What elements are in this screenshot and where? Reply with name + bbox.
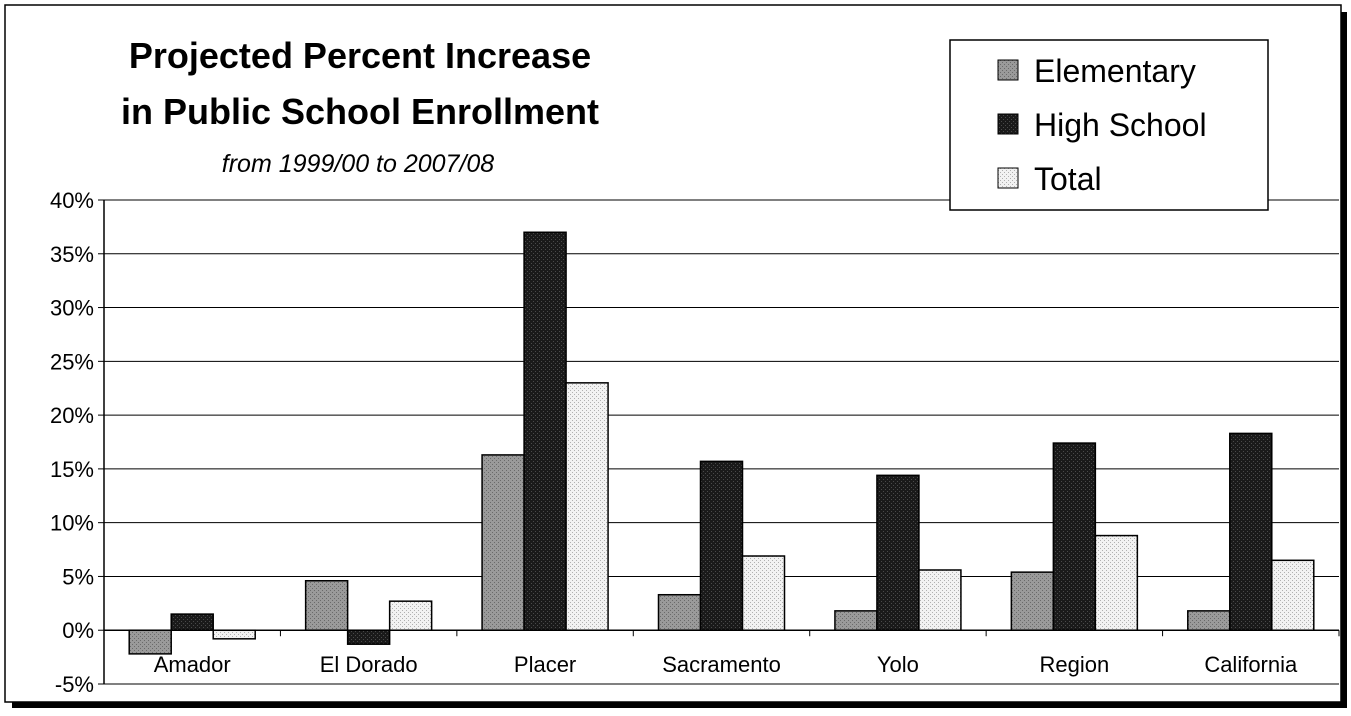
x-tick-label: Sacramento bbox=[662, 652, 781, 677]
x-tick-label: Yolo bbox=[877, 652, 919, 677]
bar bbox=[128, 629, 172, 655]
bar bbox=[834, 610, 878, 631]
bar bbox=[1229, 432, 1273, 631]
bar bbox=[170, 613, 214, 631]
y-tick-label: 20% bbox=[50, 403, 94, 428]
y-tick-label: 30% bbox=[50, 296, 94, 321]
y-tick-label: 15% bbox=[50, 457, 94, 482]
legend-swatch bbox=[997, 59, 1019, 81]
x-tick-label: Amador bbox=[154, 652, 231, 677]
bar bbox=[388, 600, 433, 631]
bar bbox=[481, 454, 525, 631]
bar bbox=[1271, 559, 1315, 631]
bar bbox=[565, 382, 609, 631]
bar bbox=[346, 629, 391, 645]
y-tick-label: -5% bbox=[55, 672, 94, 697]
x-tick-label: El Dorado bbox=[320, 652, 418, 677]
bar bbox=[304, 579, 349, 631]
bar bbox=[741, 555, 786, 631]
x-tick-label: California bbox=[1204, 652, 1298, 677]
axis-layer: -5% 0% 5% 10% 15% 20% 25% 30% 35% 40% Amador El Dor… bbox=[50, 188, 1340, 697]
chart-title-line-2: in Public School Enrollment bbox=[121, 91, 599, 132]
bar bbox=[1094, 534, 1139, 631]
legend: Elementary High School Total bbox=[949, 39, 1269, 211]
bars-layer bbox=[128, 231, 1315, 655]
legend-label: High School bbox=[1034, 107, 1207, 143]
legend-label: Elementary bbox=[1034, 53, 1196, 89]
y-tick-label: 25% bbox=[50, 349, 94, 374]
y-tick-label: 40% bbox=[50, 188, 94, 213]
bar bbox=[1010, 571, 1055, 631]
bar bbox=[212, 629, 256, 640]
bar bbox=[876, 474, 920, 631]
bar bbox=[1187, 610, 1231, 631]
y-tick-label: 10% bbox=[50, 511, 94, 536]
bar bbox=[657, 593, 702, 631]
chart-subtitle: from 1999/00 to 2007/08 bbox=[222, 150, 495, 178]
legend-label: Total bbox=[1034, 161, 1102, 197]
y-tick-label: 35% bbox=[50, 242, 94, 267]
x-tick-label: Region bbox=[1039, 652, 1109, 677]
x-tick-label: Placer bbox=[514, 652, 576, 677]
bar bbox=[1052, 442, 1097, 631]
legend-swatch bbox=[997, 113, 1019, 135]
chart-title-line-1: Projected Percent Increase bbox=[129, 35, 591, 76]
bar bbox=[699, 460, 744, 631]
bar bbox=[523, 231, 567, 631]
legend-swatch bbox=[997, 167, 1019, 189]
y-tick-label: 0% bbox=[62, 618, 94, 643]
y-tick-label: 5% bbox=[62, 564, 94, 589]
bar bbox=[918, 569, 962, 631]
